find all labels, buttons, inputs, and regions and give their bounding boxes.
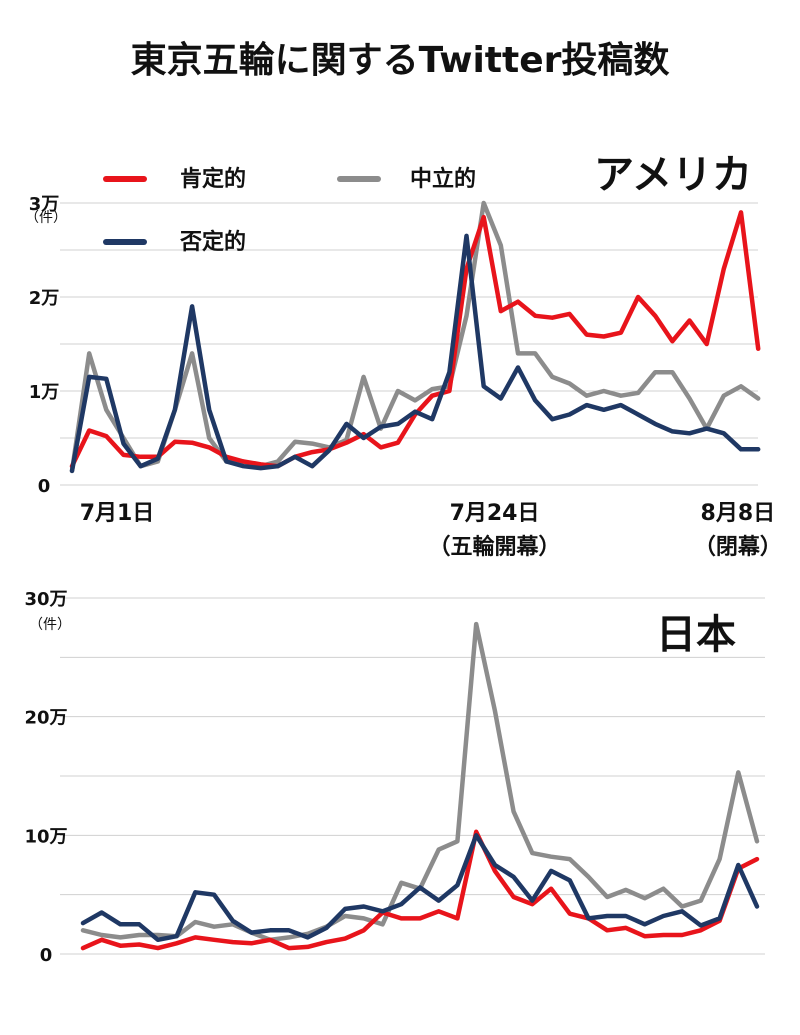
us-y-tick-label: 3万 [29,194,60,215]
us-y-tick-label: 2万 [29,288,60,309]
jp-series-negative-line [80,833,760,943]
jp-y-unit-label: （件） [29,617,71,633]
jp-y-tick-label: 0 [40,945,53,966]
jp-y-tick-label: 10万 [24,826,67,847]
us-y-unit-label: （件） [25,210,67,226]
x-tick-label: 7月1日 [80,501,155,526]
jp-panel-title: 日本 [656,612,736,658]
us-series-neutral-line [69,200,761,474]
legend-label-negative: 否定的 [179,229,246,255]
us-series-negative-line [69,233,761,474]
jp-y-tick-label: 30万 [24,589,67,610]
x-tick-label: 7月24日 [450,501,540,526]
us-panel-title: アメリカ [594,152,752,198]
jp-y-tick-label: 20万 [24,708,67,729]
x-tick-label: 8月8日 [701,501,776,526]
jp-series-positive-line [80,829,760,951]
legend-label-neutral: 中立的 [410,166,476,192]
us-y-tick-label: 0 [38,476,51,497]
chart-title: 東京五輪に関するTwitter投稿数 [131,39,670,81]
legend-label-positive: 肯定的 [180,166,246,192]
x-tick-sublabel: （五輪開幕） [429,534,561,560]
us-y-tick-label: 1万 [29,382,60,403]
jp-series-neutral-line [80,621,760,943]
x-tick-sublabel: （閉幕） [694,535,782,560]
us-series-positive-line [69,210,761,469]
